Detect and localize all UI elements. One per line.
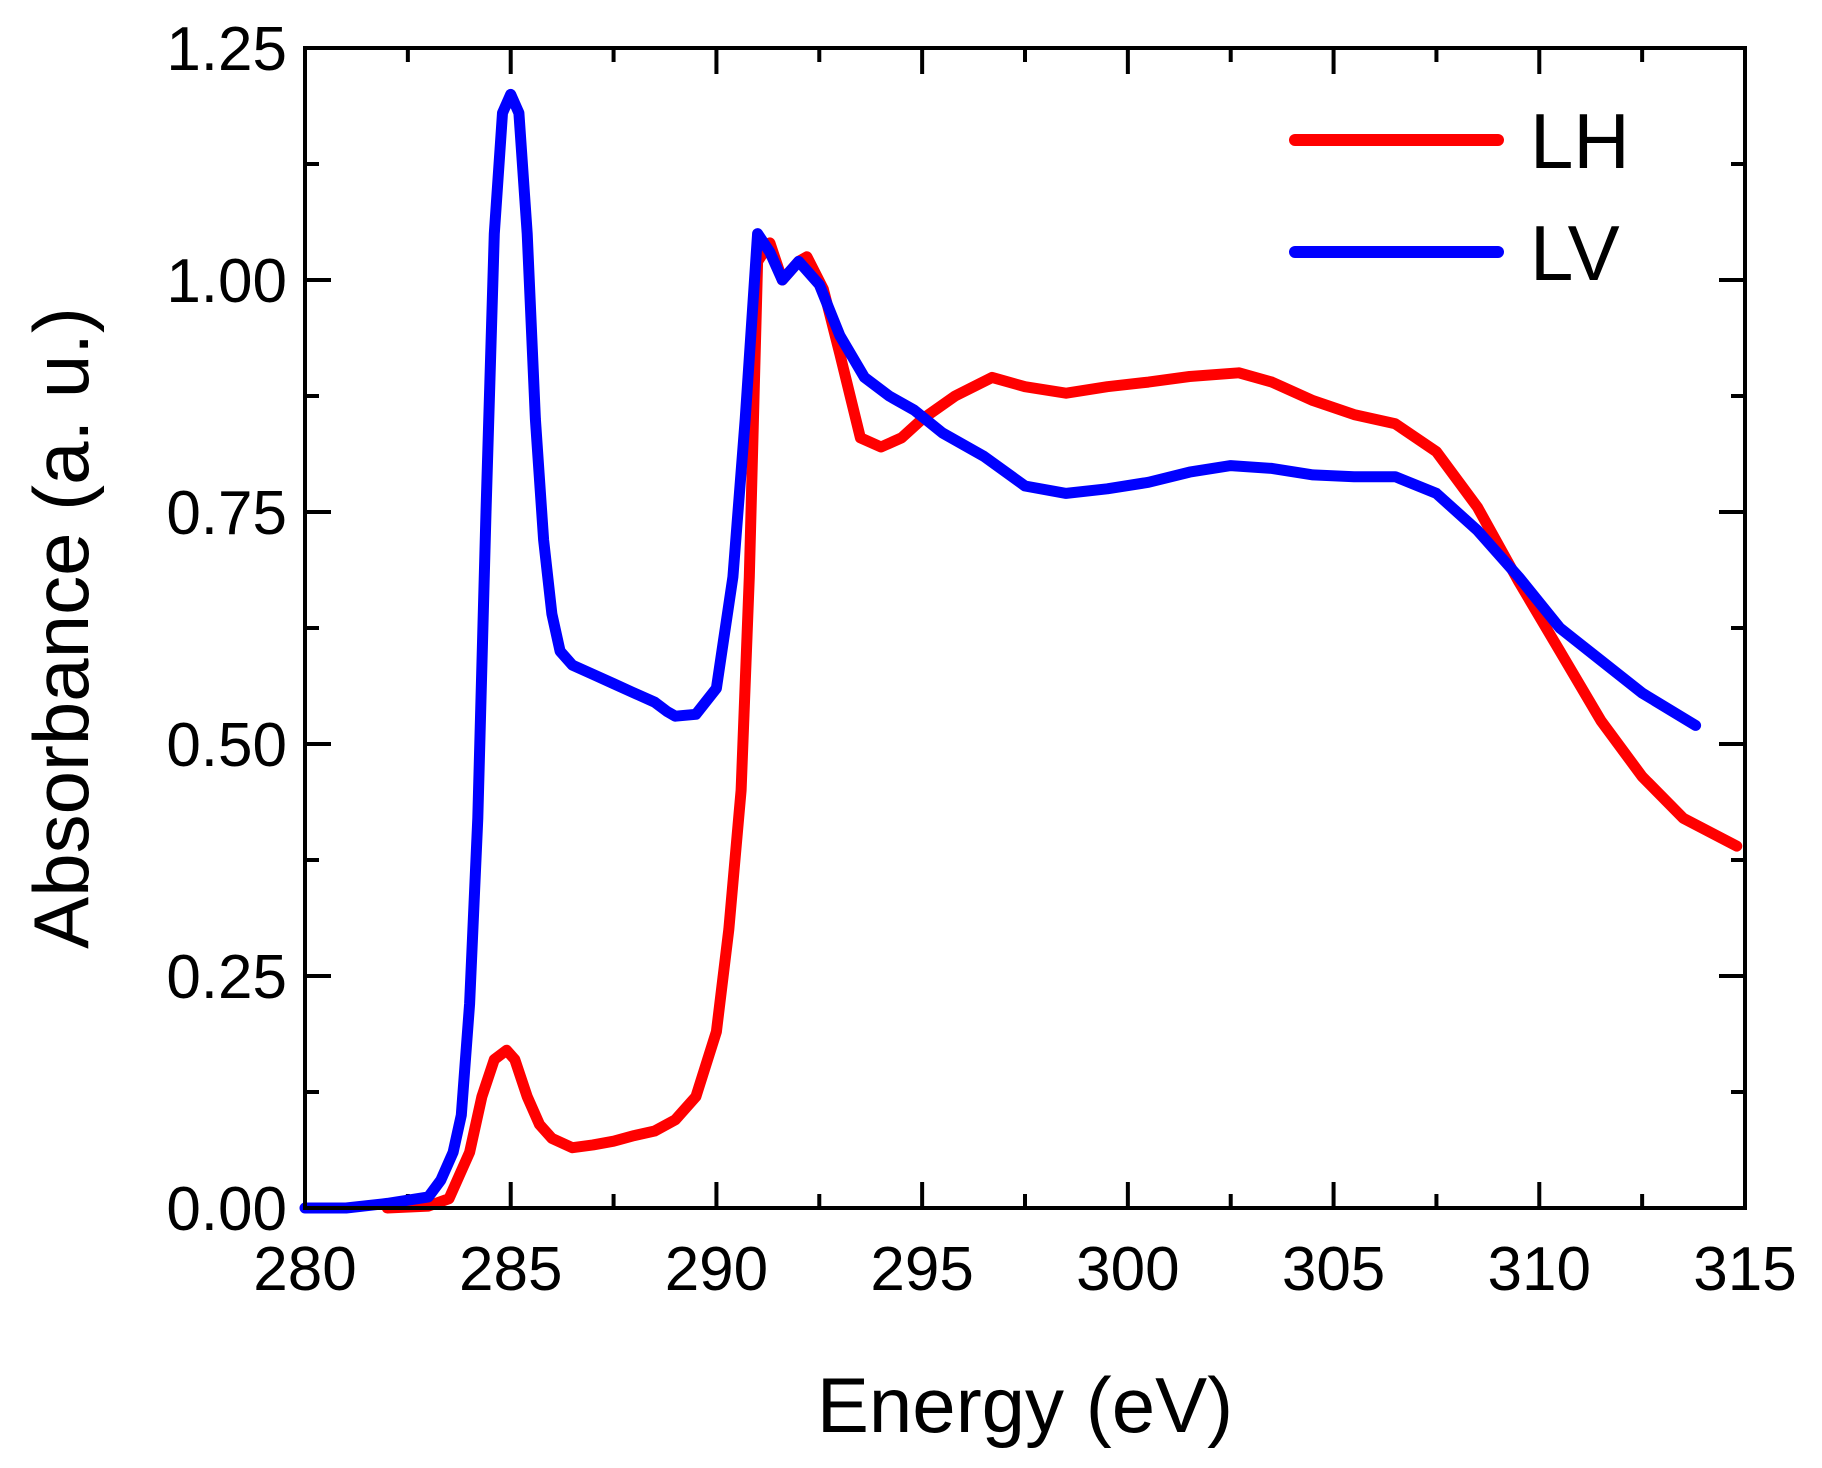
legend: LH LV: [1289, 97, 1630, 297]
x-tick-label: 280: [253, 1235, 356, 1304]
y-tick-labels: 0.00 0.25 0.50 0.75 1.00 1.25: [166, 15, 287, 1244]
series-line-lv: [299, 88, 1702, 1214]
series-layer: [299, 88, 1743, 1214]
y-tick-label: 1.25: [166, 15, 287, 84]
x-tick-label: 295: [870, 1235, 973, 1304]
x-axis-title: Energy (eV): [817, 1361, 1233, 1449]
series-line-lh: [381, 237, 1743, 1214]
y-tick-label: 0.50: [166, 711, 287, 780]
y-tick-label: 1.00: [166, 247, 287, 316]
legend-label-lv: LV: [1530, 209, 1620, 297]
x-tick-label: 310: [1488, 1235, 1591, 1304]
y-tick-label: 0.25: [166, 943, 287, 1012]
tick-marks: [303, 46, 1747, 1210]
plot-frame: [303, 46, 1747, 1210]
y-tick-label: 0.00: [166, 1175, 287, 1244]
x-tick-label: 315: [1693, 1235, 1796, 1304]
x-tick-label: 300: [1076, 1235, 1179, 1304]
x-tick-label: 285: [459, 1235, 562, 1304]
x-tick-label: 305: [1282, 1235, 1385, 1304]
y-tick-label: 0.75: [166, 479, 287, 548]
x-tick-label: 290: [665, 1235, 768, 1304]
legend-label-lh: LH: [1530, 97, 1630, 185]
y-axis-title: Absorbance (a. u.): [17, 307, 105, 949]
x-tick-labels: 280 285 290 295 300 305 310 315: [253, 1235, 1796, 1304]
